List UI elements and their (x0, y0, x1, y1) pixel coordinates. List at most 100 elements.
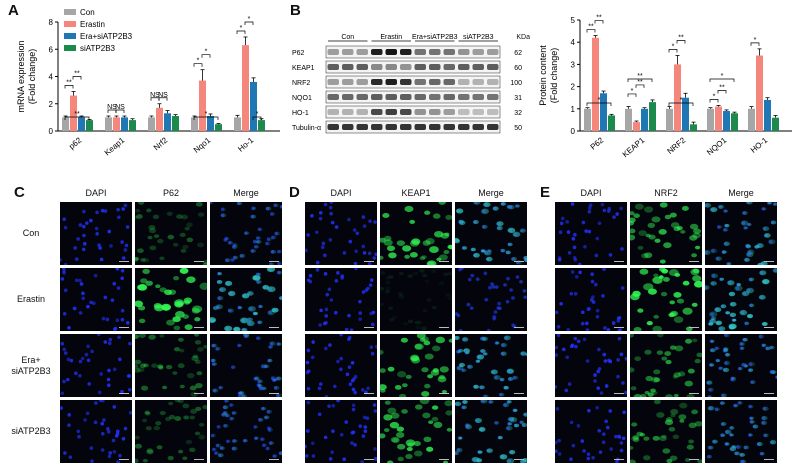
merge-signal (494, 311, 498, 314)
nucleus-dot (247, 317, 251, 322)
cell-signal (405, 439, 416, 447)
nucleus-dot (276, 270, 281, 275)
cell-signal (647, 392, 654, 397)
nucleus-dot (739, 342, 743, 346)
merge-signal (276, 342, 282, 346)
cell-signal (389, 317, 395, 322)
nucleus-dot (565, 355, 570, 360)
nucleus-dot (587, 206, 592, 210)
nucleus-dot (555, 345, 559, 350)
nucleus-dot (242, 438, 247, 443)
cell-signal (431, 345, 441, 352)
cell-signal (386, 460, 394, 463)
cell-signal (175, 310, 185, 318)
nucleus-dot (315, 260, 320, 265)
nucleus-dot (121, 207, 125, 211)
cell-signal (145, 426, 152, 431)
nucleus-dot (369, 345, 374, 349)
cell-signal (433, 421, 443, 429)
merge-signal (758, 334, 765, 339)
nucleus-dot (86, 344, 90, 349)
merge-signal (495, 285, 500, 289)
nucleus-dot (112, 367, 117, 372)
nucleus-dot (559, 221, 564, 226)
blot-band (472, 94, 484, 100)
cell-signal (135, 256, 140, 261)
cell-signal (387, 366, 395, 372)
merge-signal (458, 219, 464, 224)
nucleus-dot (107, 229, 112, 234)
nucleus-dot (577, 262, 582, 265)
blot-band (385, 79, 397, 85)
merge-signal (516, 275, 521, 279)
merge-signal (229, 403, 235, 407)
merge-signal (507, 400, 512, 404)
nucleus-dot (606, 209, 611, 213)
cell-signal (661, 434, 667, 439)
nucleus-dot (769, 370, 774, 374)
scale-bar (689, 327, 699, 328)
significance-mark: ** (637, 73, 643, 80)
merge-signal (258, 227, 263, 231)
merge-signal (479, 385, 485, 390)
cell-signal (191, 355, 199, 361)
nucleus-dot (511, 323, 515, 328)
nucleus-dot (595, 405, 599, 410)
nucleus-dot (500, 351, 505, 356)
cell-signal (382, 212, 390, 218)
nucleus-dot (456, 313, 461, 318)
nucleus-dot (724, 361, 728, 365)
significance-mark: * (248, 16, 251, 23)
nucleus-dot (94, 226, 99, 231)
significance-mark: ** (596, 15, 602, 22)
nucleus-dot (613, 434, 618, 439)
cell-signal (138, 334, 146, 338)
merge-signal (748, 404, 754, 409)
nucleus-dot (587, 209, 592, 214)
nucleus-dot (120, 268, 125, 273)
nucleus-dot (616, 358, 620, 362)
merge-signal (262, 443, 267, 447)
nucleus-dot (616, 319, 621, 323)
significance-bracket (252, 116, 262, 120)
merge-signal (256, 272, 261, 277)
merge-signal (731, 376, 736, 380)
merge-signal (729, 433, 734, 437)
band-name: P62 (292, 50, 305, 57)
nucleus-dot (523, 412, 527, 417)
nucleus-dot (123, 203, 128, 208)
nucleus-dot (565, 220, 569, 224)
scale-bar (614, 393, 624, 394)
nucleus-dot (116, 460, 120, 463)
merge-signal (745, 287, 755, 294)
nucleus-dot (100, 400, 105, 403)
cell-signal (631, 435, 639, 442)
cell-signal (397, 443, 406, 450)
nucleus-dot (276, 393, 280, 397)
blot-band (385, 94, 397, 100)
merge-signal (269, 262, 275, 265)
scale-bar (689, 261, 699, 262)
blot-band (487, 64, 499, 70)
cell-signal (146, 448, 154, 453)
nucleus-dot (599, 391, 604, 395)
group-label: siATP2B3 (463, 34, 494, 41)
cell-signal (148, 225, 156, 230)
nucleus-dot (81, 296, 86, 301)
merge-signal (260, 437, 266, 441)
nucleus-dot (723, 368, 727, 372)
cell-signal (195, 202, 203, 207)
merge-signal (485, 298, 490, 302)
nucleus-dot (567, 382, 572, 386)
significance-bracket (586, 102, 612, 106)
cell-signal (687, 368, 695, 374)
merge-signal (480, 349, 486, 353)
nucleus-dot (483, 394, 487, 397)
merge-signal (763, 233, 771, 238)
nucleus-dot (115, 268, 120, 271)
y-tick-label: 2 (49, 100, 54, 109)
nucleus-dot (761, 421, 765, 425)
scale-bar (269, 261, 279, 262)
nucleus-dot (364, 288, 369, 293)
cell-signal (692, 338, 698, 343)
